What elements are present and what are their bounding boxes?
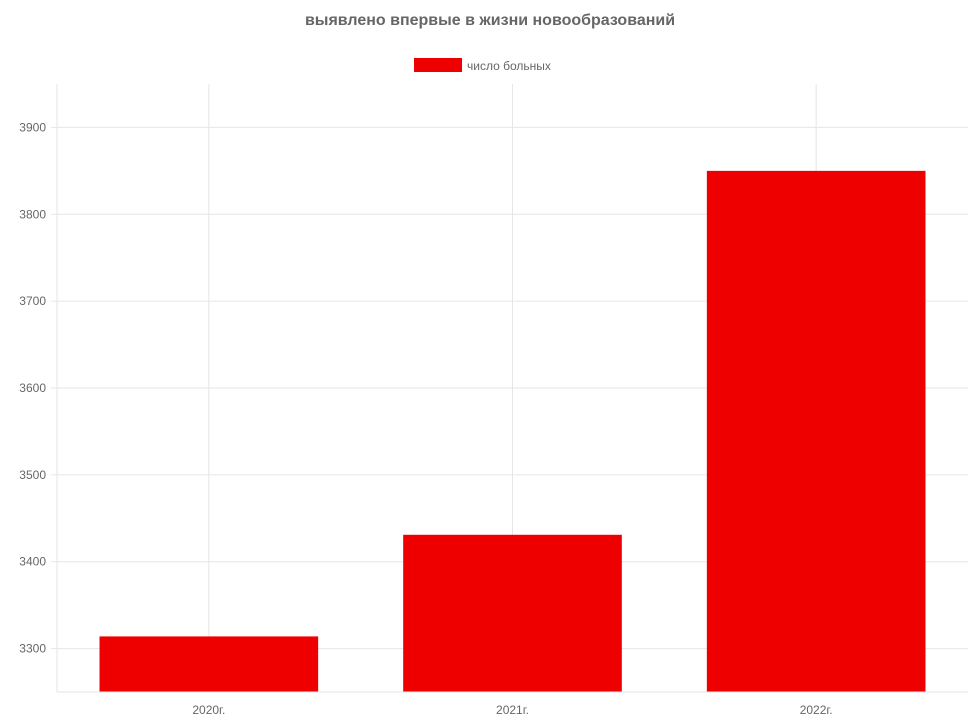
bar[interactable]: [403, 534, 622, 692]
y-tick-label: 3800: [19, 207, 46, 221]
legend-label: число больных: [467, 59, 551, 73]
bar[interactable]: [99, 636, 319, 692]
y-tick-label: 3700: [19, 294, 46, 308]
y-tick-label: 3300: [19, 642, 46, 656]
y-tick-label: 3600: [19, 381, 46, 395]
y-tick-label: 3500: [19, 468, 46, 482]
legend[interactable]: число больных: [414, 58, 551, 73]
chart-title: выявлено впервые в жизни новообразований: [305, 12, 675, 29]
y-tick-label: 3900: [19, 120, 46, 134]
x-tick-label: 2020г.: [192, 703, 225, 717]
legend-swatch: [414, 58, 462, 72]
bars: [99, 170, 926, 692]
bar[interactable]: [706, 170, 926, 692]
x-tick-label: 2022г.: [800, 703, 833, 717]
axes: 3300 3400 3500 3600 3700 3800 3900 2020г. 2021г.…: [19, 84, 968, 717]
x-tick-label: 2021г.: [496, 703, 529, 717]
y-tick-label: 3400: [19, 555, 46, 569]
